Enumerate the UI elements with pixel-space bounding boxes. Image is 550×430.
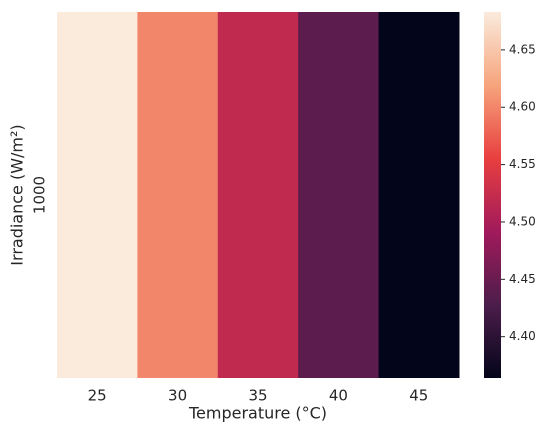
x-tick-label: 35 [248,387,267,405]
y-tick-label: 1000 [31,176,49,214]
heatmap-cell [137,12,219,378]
colorbar [484,12,501,378]
colorbar-tick-label: 4.65 [509,42,536,56]
y-axis-label: Irradiance (W/m²) [8,124,27,265]
x-tick-label: 40 [329,387,348,405]
colorbar-tick-label: 4.50 [509,214,536,228]
colorbar-tick-label: 4.55 [509,157,536,171]
x-tick-label: 45 [409,387,428,405]
x-axis-label: Temperature (°C) [188,404,327,423]
heatmap-cell [57,12,138,378]
colorbar-tick-label: 4.60 [509,100,536,114]
x-tick-label: 25 [88,387,107,405]
heatmap-cell [298,12,380,378]
heatmap-cell [217,12,299,378]
heatmap-cell [378,12,460,378]
colorbar-tick-label: 4.40 [509,329,536,343]
x-tick-label: 30 [168,387,187,405]
colorbar-tick-label: 4.45 [509,272,536,286]
